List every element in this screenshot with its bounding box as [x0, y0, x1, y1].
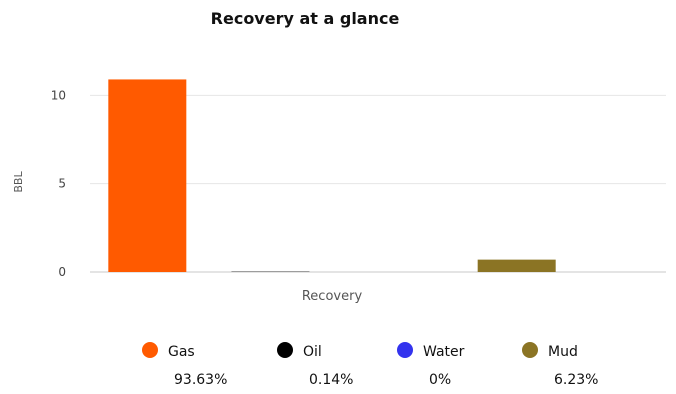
bar-gas: [108, 79, 187, 272]
legend-percent: 93.63%: [174, 372, 227, 388]
legend-marker: [522, 342, 538, 358]
legend-percent: 0%: [429, 372, 451, 388]
chart-title: Recovery at a glance: [211, 9, 400, 28]
category-label: Recovery: [302, 289, 363, 304]
legend-label: Water: [423, 344, 465, 360]
y-axis-ticks: 0 5 10: [51, 88, 66, 279]
legend-label: Mud: [548, 344, 578, 360]
legend-item-oil[interactable]: Oil 0.14%: [277, 342, 353, 388]
legend-item-mud[interactable]: Mud 6.23%: [522, 342, 598, 388]
bar-mud: [477, 259, 556, 272]
bars: [108, 79, 556, 272]
y-tick-label: 0: [58, 265, 66, 279]
legend-marker: [277, 342, 293, 358]
y-tick-label: 5: [58, 177, 66, 191]
legend-item-gas[interactable]: Gas 93.63%: [142, 342, 227, 388]
legend-percent: 0.14%: [309, 372, 353, 388]
y-axis-label: BBL: [12, 171, 25, 193]
legend-label: Gas: [168, 344, 195, 360]
y-tick-label: 10: [51, 88, 66, 102]
legend-marker: [142, 342, 158, 358]
legend: Gas 93.63% Oil 0.14% Water 0% Mud 6.23%: [142, 342, 598, 388]
legend-percent: 6.23%: [554, 372, 598, 388]
legend-item-water[interactable]: Water 0%: [397, 342, 465, 388]
legend-marker: [397, 342, 413, 358]
legend-label: Oil: [303, 344, 322, 360]
